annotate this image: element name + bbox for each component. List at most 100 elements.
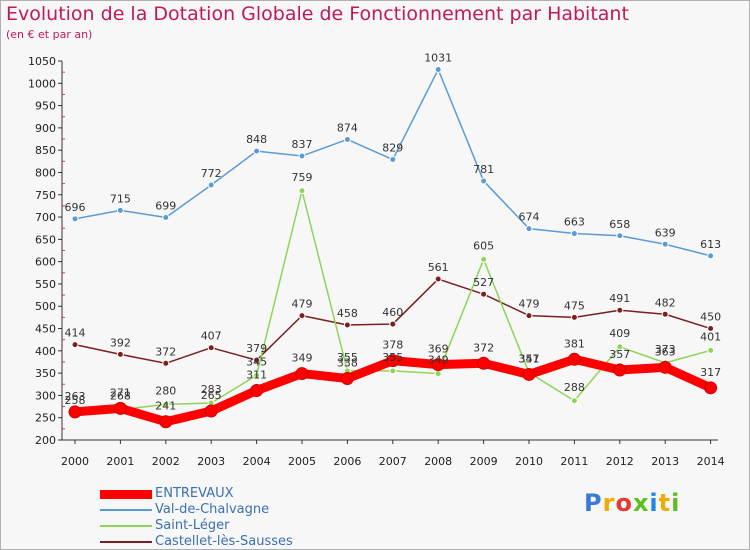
- data-label: 283: [201, 383, 222, 396]
- data-label: 696: [65, 201, 86, 214]
- y-tick-label: 350: [35, 367, 56, 380]
- data-label: 460: [382, 306, 403, 319]
- data-label: 479: [519, 298, 540, 311]
- data-point: [298, 312, 306, 320]
- proxiti-logo: Proxiti: [584, 489, 681, 517]
- chart-subtitle: (en € et par an): [6, 28, 93, 41]
- series-val-de-chalvagne: [71, 65, 715, 260]
- data-label: 658: [609, 218, 630, 231]
- data-label: 663: [564, 216, 585, 229]
- y-tick-label: 600: [35, 256, 56, 269]
- data-point: [389, 156, 397, 164]
- data-point: [522, 367, 536, 381]
- x-tick-label: 2013: [651, 455, 679, 468]
- data-point: [431, 358, 445, 372]
- legend-label: ENTREVAUX: [155, 486, 234, 501]
- data-point: [661, 240, 669, 248]
- data-point: [162, 214, 170, 222]
- data-point: [570, 313, 578, 321]
- data-label: 268: [110, 390, 131, 403]
- data-label: 345: [246, 355, 267, 368]
- data-label: 363: [655, 345, 676, 358]
- x-tick-label: 2000: [61, 455, 89, 468]
- y-tick-label: 900: [35, 122, 56, 135]
- data-point: [480, 177, 488, 185]
- data-label: 378: [382, 339, 403, 352]
- x-tick-label: 2004: [243, 455, 271, 468]
- data-point: [113, 401, 127, 415]
- data-label: 613: [700, 238, 721, 251]
- data-label: 674: [519, 211, 540, 224]
- data-point: [204, 404, 218, 418]
- data-point: [389, 367, 397, 375]
- data-label: 407: [201, 330, 222, 343]
- data-point: [162, 400, 170, 408]
- x-tick-label: 2003: [197, 455, 225, 468]
- legend-label: Val-de-Chalvagne: [155, 502, 270, 517]
- series-castellet-l-s-sausses: [71, 275, 715, 367]
- y-tick-label: 650: [35, 233, 56, 246]
- data-label: 414: [65, 327, 86, 340]
- data-point: [707, 252, 715, 260]
- y-tick-label: 400: [35, 345, 56, 358]
- y-tick-label: 750: [35, 189, 56, 202]
- legend-swatch: [100, 509, 152, 511]
- data-label: 369: [428, 343, 449, 356]
- data-label: 482: [655, 296, 676, 309]
- x-tick-label: 2007: [379, 455, 407, 468]
- data-point: [707, 346, 715, 354]
- data-point: [389, 320, 397, 328]
- legend-swatch: [100, 525, 152, 527]
- data-label: 263: [65, 390, 86, 403]
- x-tick-label: 2008: [424, 455, 452, 468]
- data-point: [253, 371, 261, 379]
- data-label: 241: [155, 400, 176, 413]
- data-point: [68, 405, 82, 419]
- data-point: [567, 352, 581, 366]
- data-point: [434, 275, 442, 283]
- data-point: [658, 360, 672, 374]
- y-tick-label: 700: [35, 211, 56, 224]
- x-tick-label: 2010: [515, 455, 543, 468]
- data-label: 372: [155, 345, 176, 358]
- data-label: 379: [246, 342, 267, 355]
- data-labels: 696 715 699 772 848 837 874 829 1031 781 674 663 658…: [65, 51, 722, 412]
- data-label: 874: [337, 121, 358, 134]
- data-point: [207, 344, 215, 352]
- data-point: [298, 152, 306, 160]
- data-point: [253, 147, 261, 155]
- data-label: 355: [382, 351, 403, 364]
- data-point: [613, 363, 627, 377]
- y-tick-label: 500: [35, 300, 56, 313]
- data-label: 401: [700, 330, 721, 343]
- data-label: 392: [110, 336, 131, 349]
- data-label: 561: [428, 261, 449, 274]
- data-point: [707, 325, 715, 333]
- data-label: 759: [292, 171, 313, 184]
- data-label: 458: [337, 307, 358, 320]
- y-tick-label: 200: [35, 434, 56, 447]
- y-tick-label: 450: [35, 323, 56, 336]
- data-label: 715: [110, 192, 131, 205]
- data-label: 409: [609, 327, 630, 340]
- data-label: 355: [337, 351, 358, 364]
- data-point: [616, 306, 624, 314]
- data-point: [570, 397, 578, 405]
- y-tick-label: 550: [35, 278, 56, 291]
- data-label: 338: [337, 356, 358, 369]
- data-point: [340, 371, 354, 385]
- legend-label: Saint-Léger: [155, 518, 230, 533]
- data-point: [343, 135, 351, 143]
- data-label: 311: [246, 369, 267, 382]
- data-label: 347: [519, 352, 540, 365]
- data-label: 1031: [424, 51, 452, 64]
- data-label: 605: [473, 239, 494, 252]
- data-point: [525, 312, 533, 320]
- y-tick-label: 1000: [28, 77, 56, 90]
- x-tick-label: 2009: [470, 455, 498, 468]
- data-point: [343, 321, 351, 329]
- data-label: 372: [473, 341, 494, 354]
- series-entrevaux: [68, 352, 718, 429]
- data-label: 527: [473, 276, 494, 289]
